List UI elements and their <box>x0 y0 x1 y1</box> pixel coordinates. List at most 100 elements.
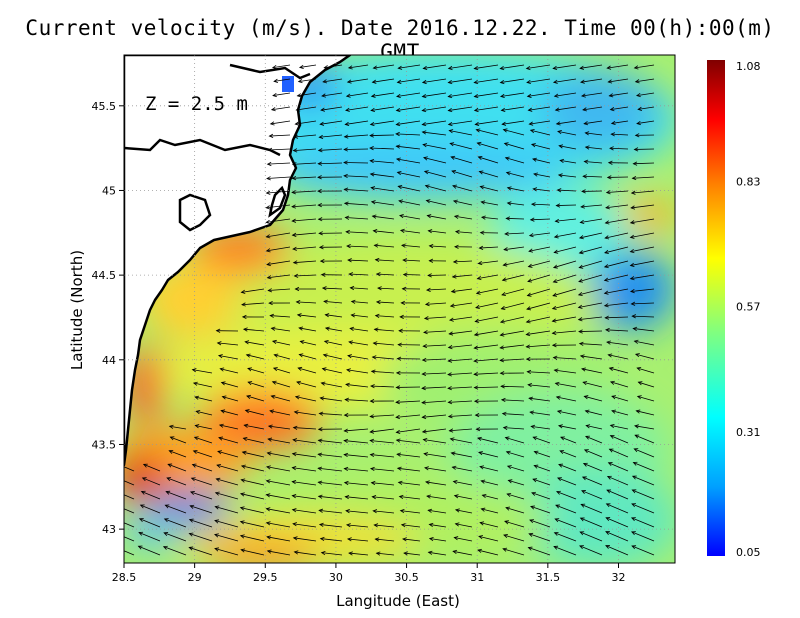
velocity-arrow <box>631 175 655 181</box>
velocity-arrow <box>551 316 577 323</box>
velocity-arrow <box>370 186 395 192</box>
velocity-arrow <box>324 326 343 332</box>
velocity-arrow <box>474 120 499 127</box>
land-mass <box>124 55 352 467</box>
velocity-arrow <box>421 78 447 85</box>
velocity-arrow <box>428 243 447 249</box>
velocity-arrow <box>167 463 187 472</box>
velocity-arrow <box>137 545 161 556</box>
velocity-arrow <box>558 463 577 472</box>
velocity-arrow <box>630 190 655 195</box>
velocity-arrow <box>525 330 551 337</box>
velocity-arrow <box>479 230 499 235</box>
velocity-arrow <box>579 64 603 70</box>
velocity-arrow <box>447 386 473 391</box>
velocity-arrow <box>216 341 239 346</box>
velocity-arrow <box>527 382 551 388</box>
velocity-arrow <box>551 302 577 310</box>
velocity-arrow <box>584 145 603 150</box>
velocity-arrow <box>343 428 369 433</box>
velocity-arrow <box>553 531 577 542</box>
y-tick-label: 44 <box>102 354 116 367</box>
velocity-arrow <box>317 203 343 208</box>
velocity-arrow <box>243 423 265 430</box>
velocity-arrow <box>398 214 421 220</box>
velocity-arrow <box>452 199 473 206</box>
velocity-arrow <box>478 451 499 458</box>
velocity-arrow <box>629 274 655 281</box>
velocity-arrow <box>217 450 239 458</box>
velocity-arrow <box>291 466 317 472</box>
velocity-arrow <box>503 246 525 252</box>
velocity-arrow <box>427 508 447 514</box>
velocity-arrow <box>291 176 317 181</box>
velocity-arrow <box>505 450 525 458</box>
velocity-arrow <box>399 314 421 319</box>
velocity-arrow <box>343 147 369 152</box>
velocity-arrow <box>504 436 525 444</box>
velocity-arrow <box>633 339 655 346</box>
velocity-arrow <box>266 549 291 556</box>
velocity-arrow <box>631 489 655 500</box>
velocity-arrow <box>169 436 187 444</box>
velocity-arrow <box>604 232 629 240</box>
velocity-arrow <box>560 436 577 444</box>
velocity-arrow <box>292 425 317 430</box>
velocity-arrow <box>268 300 291 306</box>
velocity-arrow <box>554 106 577 112</box>
velocity-arrow <box>163 518 187 528</box>
velocity-arrow <box>505 216 525 221</box>
velocity-arrow <box>552 288 577 297</box>
velocity-arrow <box>346 537 369 542</box>
velocity-arrow <box>319 396 343 402</box>
velocity-arrow <box>603 288 629 295</box>
velocity-arrow <box>294 286 317 292</box>
velocity-arrow <box>582 462 603 472</box>
velocity-arrow <box>219 367 239 374</box>
velocity-arrow <box>605 545 629 556</box>
velocity-arrow <box>578 260 603 269</box>
velocity-arrow <box>609 435 629 444</box>
velocity-arrow <box>528 396 551 402</box>
velocity-arrow <box>477 548 499 556</box>
velocity-arrow <box>421 92 447 99</box>
velocity-arrow <box>454 244 473 249</box>
velocity-arrow <box>369 172 395 178</box>
velocity-arrow <box>476 436 499 444</box>
velocity-arrow <box>504 520 525 528</box>
velocity-arrow <box>450 451 473 458</box>
velocity-arrow <box>580 503 603 514</box>
velocity-arrow <box>166 477 187 486</box>
velocity-arrow <box>296 380 317 388</box>
velocity-arrow <box>320 272 343 277</box>
velocity-arrow <box>240 464 265 472</box>
velocity-arrow <box>348 340 369 346</box>
velocity-arrow <box>528 246 551 253</box>
velocity-arrow <box>607 78 629 84</box>
velocity-arrow <box>423 156 447 164</box>
velocity-arrow <box>605 517 629 528</box>
velocity-arrow <box>481 493 499 500</box>
velocity-arrow <box>583 159 603 164</box>
velocity-arrow <box>558 144 577 150</box>
velocity-arrow <box>371 495 395 500</box>
velocity-arrow <box>192 449 213 458</box>
velocity-arrow <box>424 184 447 192</box>
velocity-arrow <box>266 535 291 542</box>
velocity-arrow <box>318 245 343 250</box>
velocity-arrow <box>214 491 239 500</box>
velocity-arrow <box>215 477 239 486</box>
velocity-arrow <box>499 78 525 85</box>
velocity-arrow <box>241 450 265 458</box>
velocity-arrow <box>375 300 395 305</box>
velocity-arrow <box>533 450 551 458</box>
velocity-arrow <box>294 120 317 126</box>
velocity-arrow <box>605 503 629 514</box>
velocity-arrow <box>350 313 369 318</box>
velocity-arrow <box>528 232 551 238</box>
velocity-arrow <box>499 64 525 71</box>
velocity-arrow <box>369 120 395 127</box>
velocity-arrow <box>266 465 291 472</box>
velocity-arrow <box>606 489 629 500</box>
velocity-arrow <box>533 464 551 472</box>
